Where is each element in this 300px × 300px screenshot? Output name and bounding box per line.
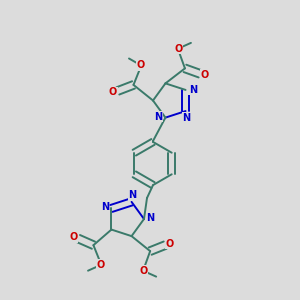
Text: O: O xyxy=(96,260,104,270)
Text: O: O xyxy=(175,44,183,54)
Text: O: O xyxy=(201,70,209,80)
Text: O: O xyxy=(109,87,117,97)
Text: O: O xyxy=(136,60,145,70)
Text: O: O xyxy=(70,232,78,242)
Text: O: O xyxy=(166,239,174,249)
Text: N: N xyxy=(189,85,197,95)
Text: N: N xyxy=(101,202,109,212)
Text: N: N xyxy=(128,190,136,200)
Text: O: O xyxy=(140,266,148,276)
Text: N: N xyxy=(154,112,162,122)
Text: N: N xyxy=(146,213,155,223)
Text: N: N xyxy=(182,113,190,123)
